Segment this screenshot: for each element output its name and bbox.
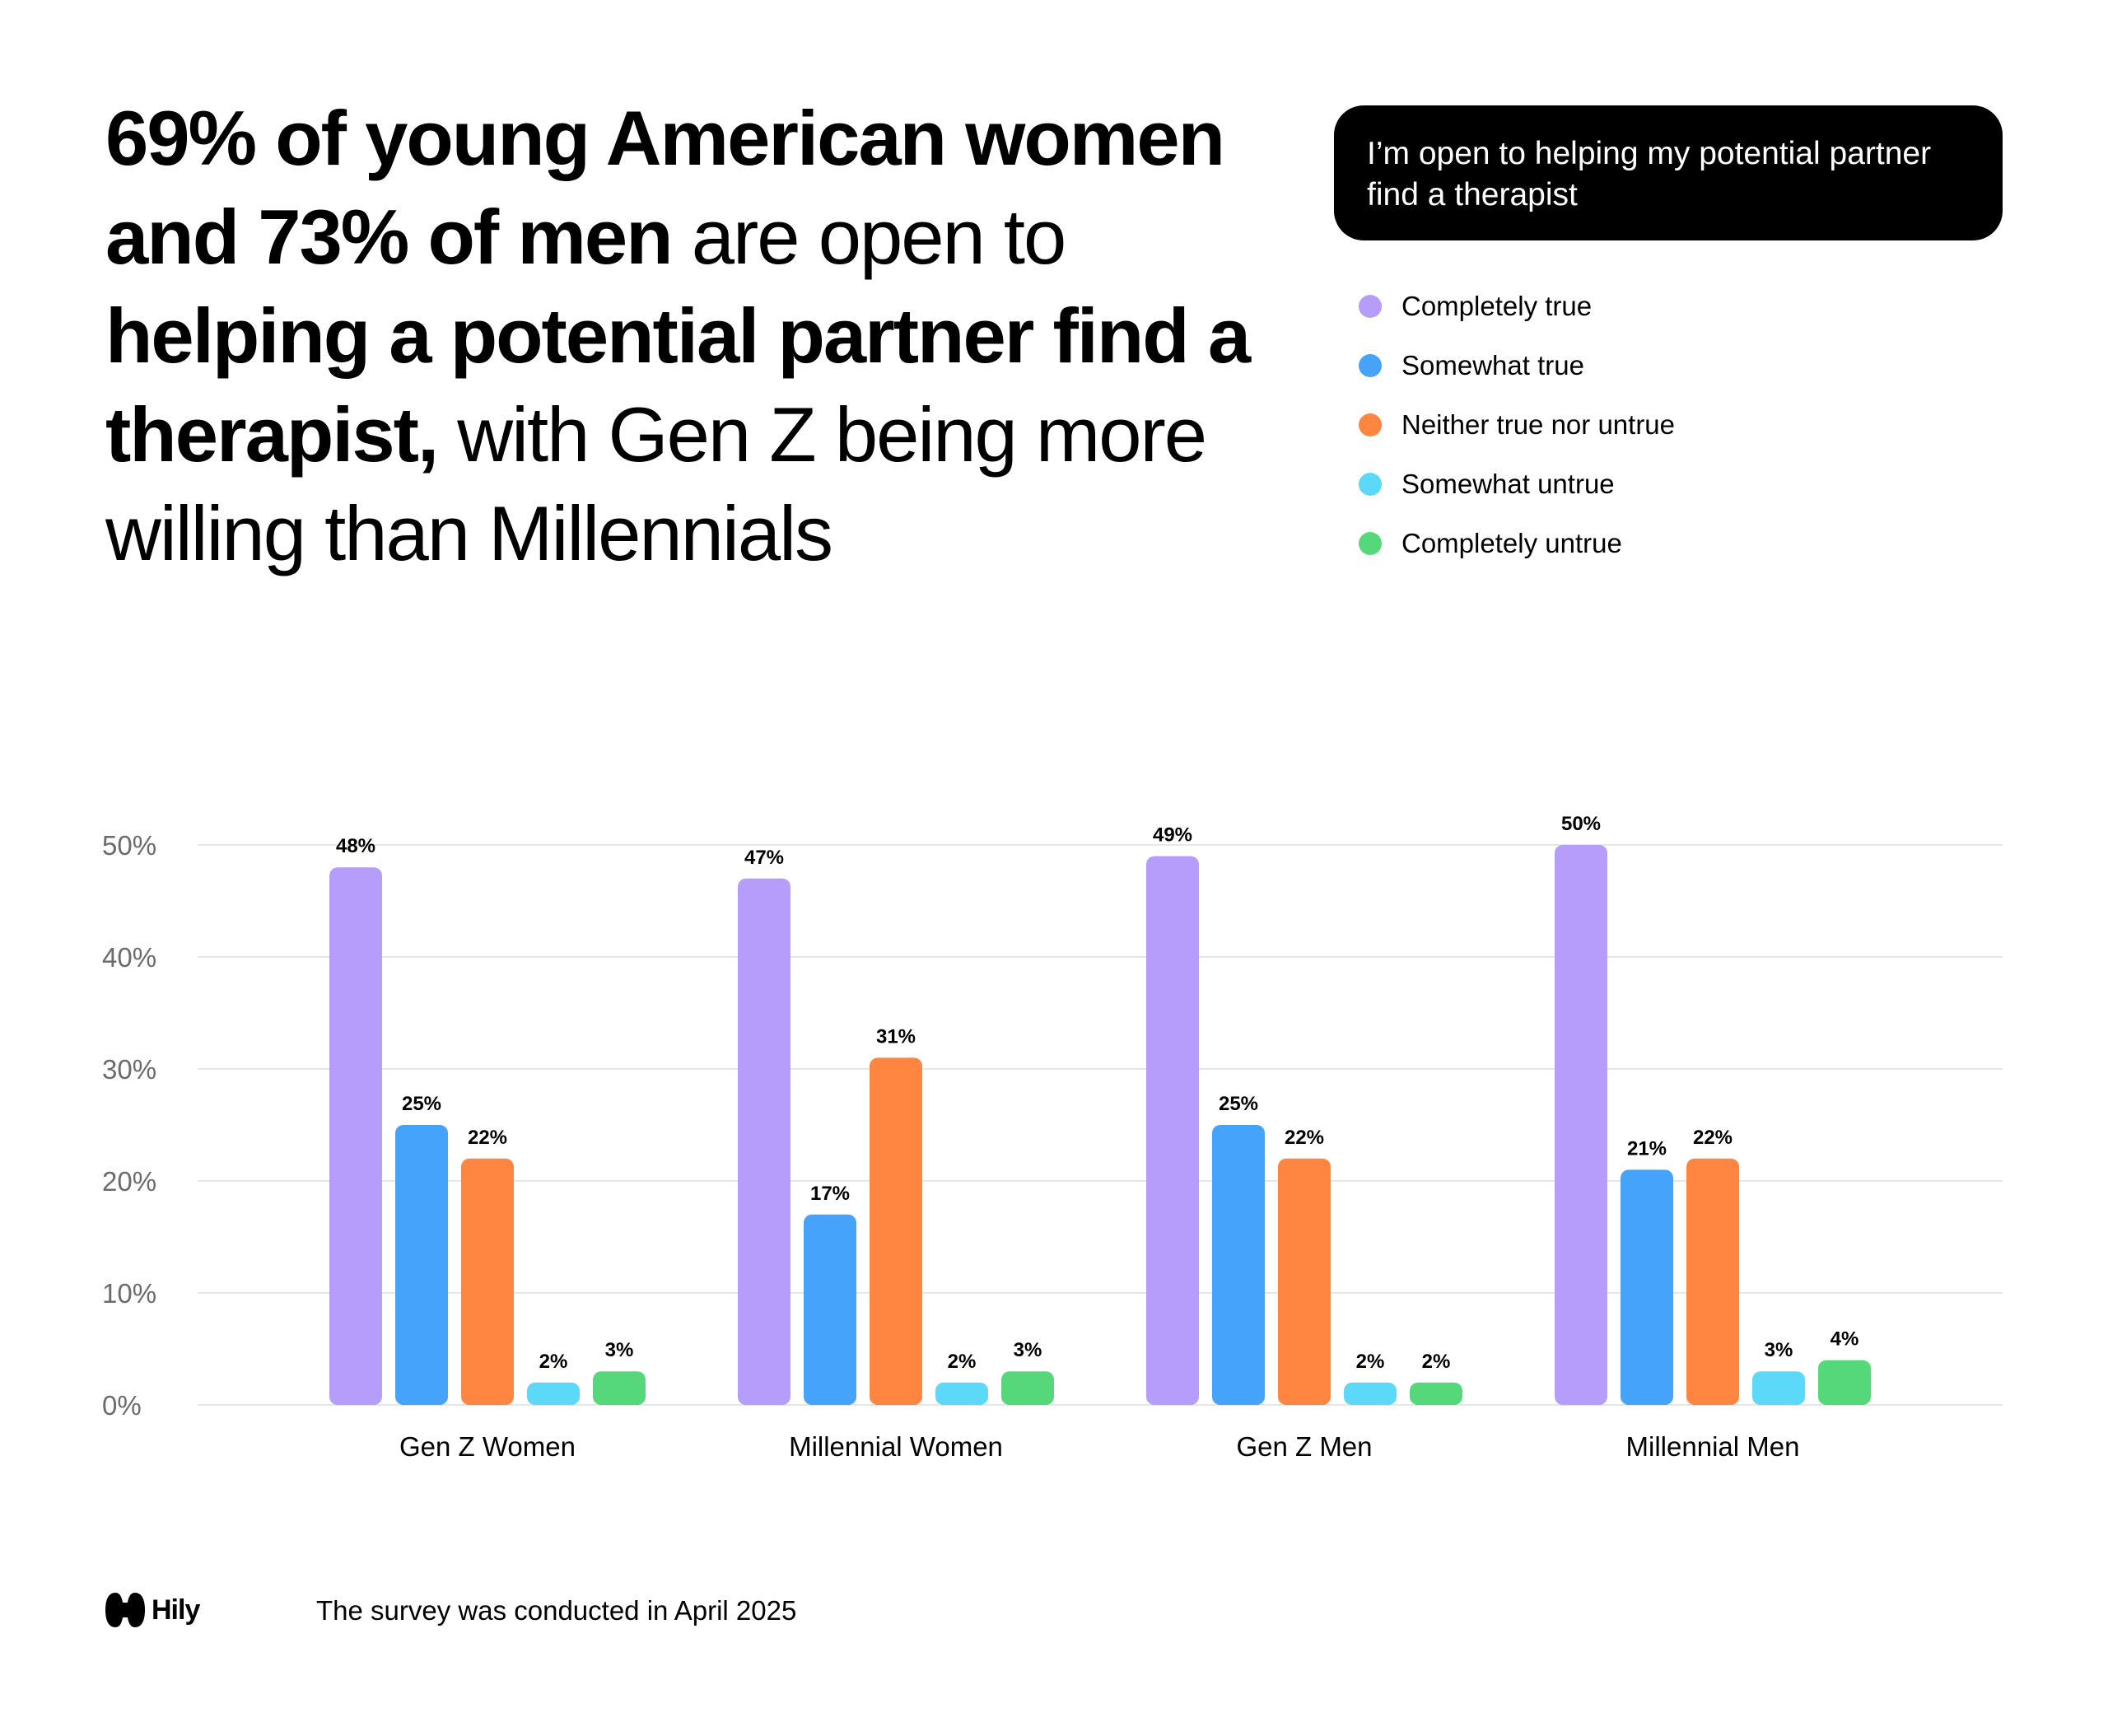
headline-bold-2: helping a potential partner find a thera…: [105, 292, 1251, 478]
data-label: 22%: [468, 1127, 507, 1149]
bar: [870, 1057, 922, 1405]
hily-logo: Hily: [105, 1591, 200, 1629]
survey-footnote: The survey was conducted in April 2025: [316, 1595, 797, 1626]
bar: [329, 867, 382, 1405]
y-tick-label: 20%: [102, 1166, 156, 1197]
data-label: 22%: [1693, 1127, 1733, 1149]
legend-label: Completely untrue: [1401, 528, 1622, 558]
data-label: 50%: [1561, 813, 1601, 835]
y-tick-label: 50%: [102, 830, 156, 861]
data-label: 25%: [1219, 1093, 1258, 1115]
x-tick-label: Millennial Women: [789, 1431, 1003, 1462]
bar: [593, 1371, 646, 1405]
legend-item-completely-true: Completely true: [1359, 277, 1675, 336]
data-label: 2%: [1356, 1351, 1385, 1373]
x-tick-label: Gen Z Women: [399, 1431, 576, 1462]
bar: [1555, 845, 1607, 1405]
bar: [1146, 856, 1199, 1405]
bar: [1686, 1158, 1739, 1405]
question-text: I’m open to helping my potential partner…: [1367, 136, 1932, 212]
headline-bold-1: 69% of young American women and 73% of m…: [105, 95, 1225, 280]
bar: [1344, 1382, 1397, 1405]
legend-swatch: [1359, 354, 1382, 377]
bar: [395, 1125, 448, 1405]
bar: [1818, 1360, 1871, 1405]
chart-legend: Completely true Somewhat true Neither tr…: [1359, 277, 1675, 573]
hily-logo-icon: [105, 1593, 145, 1627]
legend-item-completely-untrue: Completely untrue: [1359, 514, 1675, 573]
data-label: 31%: [876, 1025, 916, 1048]
headline-regular-2: with Gen Z being more willing than Mille…: [105, 391, 1207, 576]
legend-label: Neither true nor untrue: [1401, 409, 1676, 440]
bar: [804, 1214, 856, 1405]
bar: [461, 1158, 514, 1405]
legend-swatch: [1359, 473, 1382, 496]
data-label: 47%: [744, 847, 784, 869]
y-tick-label: 10%: [102, 1278, 156, 1309]
bar: [527, 1382, 580, 1405]
y-tick-label: 0%: [102, 1390, 142, 1421]
bar: [1278, 1158, 1331, 1405]
data-label: 25%: [402, 1093, 441, 1115]
data-label: 3%: [1014, 1339, 1042, 1361]
bar: [1001, 1371, 1054, 1405]
bar: [1410, 1382, 1462, 1405]
legend-label: Somewhat true: [1401, 350, 1584, 380]
legend-item-neither: Neither true nor untrue: [1359, 395, 1675, 455]
legend-label: Completely true: [1401, 291, 1593, 321]
legend-item-somewhat-true: Somewhat true: [1359, 336, 1675, 395]
data-label: 4%: [1831, 1328, 1859, 1351]
data-label: 2%: [948, 1351, 977, 1373]
bar-chart: 0% 10% 20% 30% 40% 50% 48% 25% 22% 2% 3% Gen Z Wome…: [102, 813, 2003, 1462]
data-label: 3%: [605, 1339, 634, 1361]
x-tick-label: Millennial Men: [1626, 1431, 1800, 1462]
data-label: 48%: [336, 835, 375, 857]
data-label: 49%: [1153, 824, 1192, 847]
y-tick-label: 40%: [102, 942, 156, 973]
y-tick-label: 30%: [102, 1054, 156, 1085]
data-label: 22%: [1285, 1127, 1324, 1149]
headline-regular-1: are open to: [671, 194, 1067, 280]
legend-swatch: [1359, 295, 1382, 318]
x-tick-label: Gen Z Men: [1236, 1431, 1372, 1462]
legend-item-somewhat-untrue: Somewhat untrue: [1359, 455, 1675, 514]
legend-swatch: [1359, 532, 1382, 555]
headline: 69% of young American women and 73% of m…: [105, 89, 1291, 583]
bar: [1212, 1125, 1265, 1405]
bar: [1621, 1169, 1673, 1405]
data-label: 17%: [810, 1183, 850, 1205]
data-label: 2%: [539, 1351, 568, 1373]
bar: [738, 878, 790, 1405]
bar: [935, 1382, 988, 1405]
data-label: 21%: [1627, 1137, 1667, 1160]
data-label: 3%: [1765, 1339, 1793, 1361]
logo-text: Hily: [152, 1594, 200, 1626]
question-box: I’m open to helping my potential partner…: [1334, 105, 2003, 240]
legend-label: Somewhat untrue: [1401, 469, 1615, 499]
data-label: 2%: [1422, 1351, 1451, 1373]
bar: [1752, 1371, 1805, 1405]
legend-swatch: [1359, 413, 1382, 436]
